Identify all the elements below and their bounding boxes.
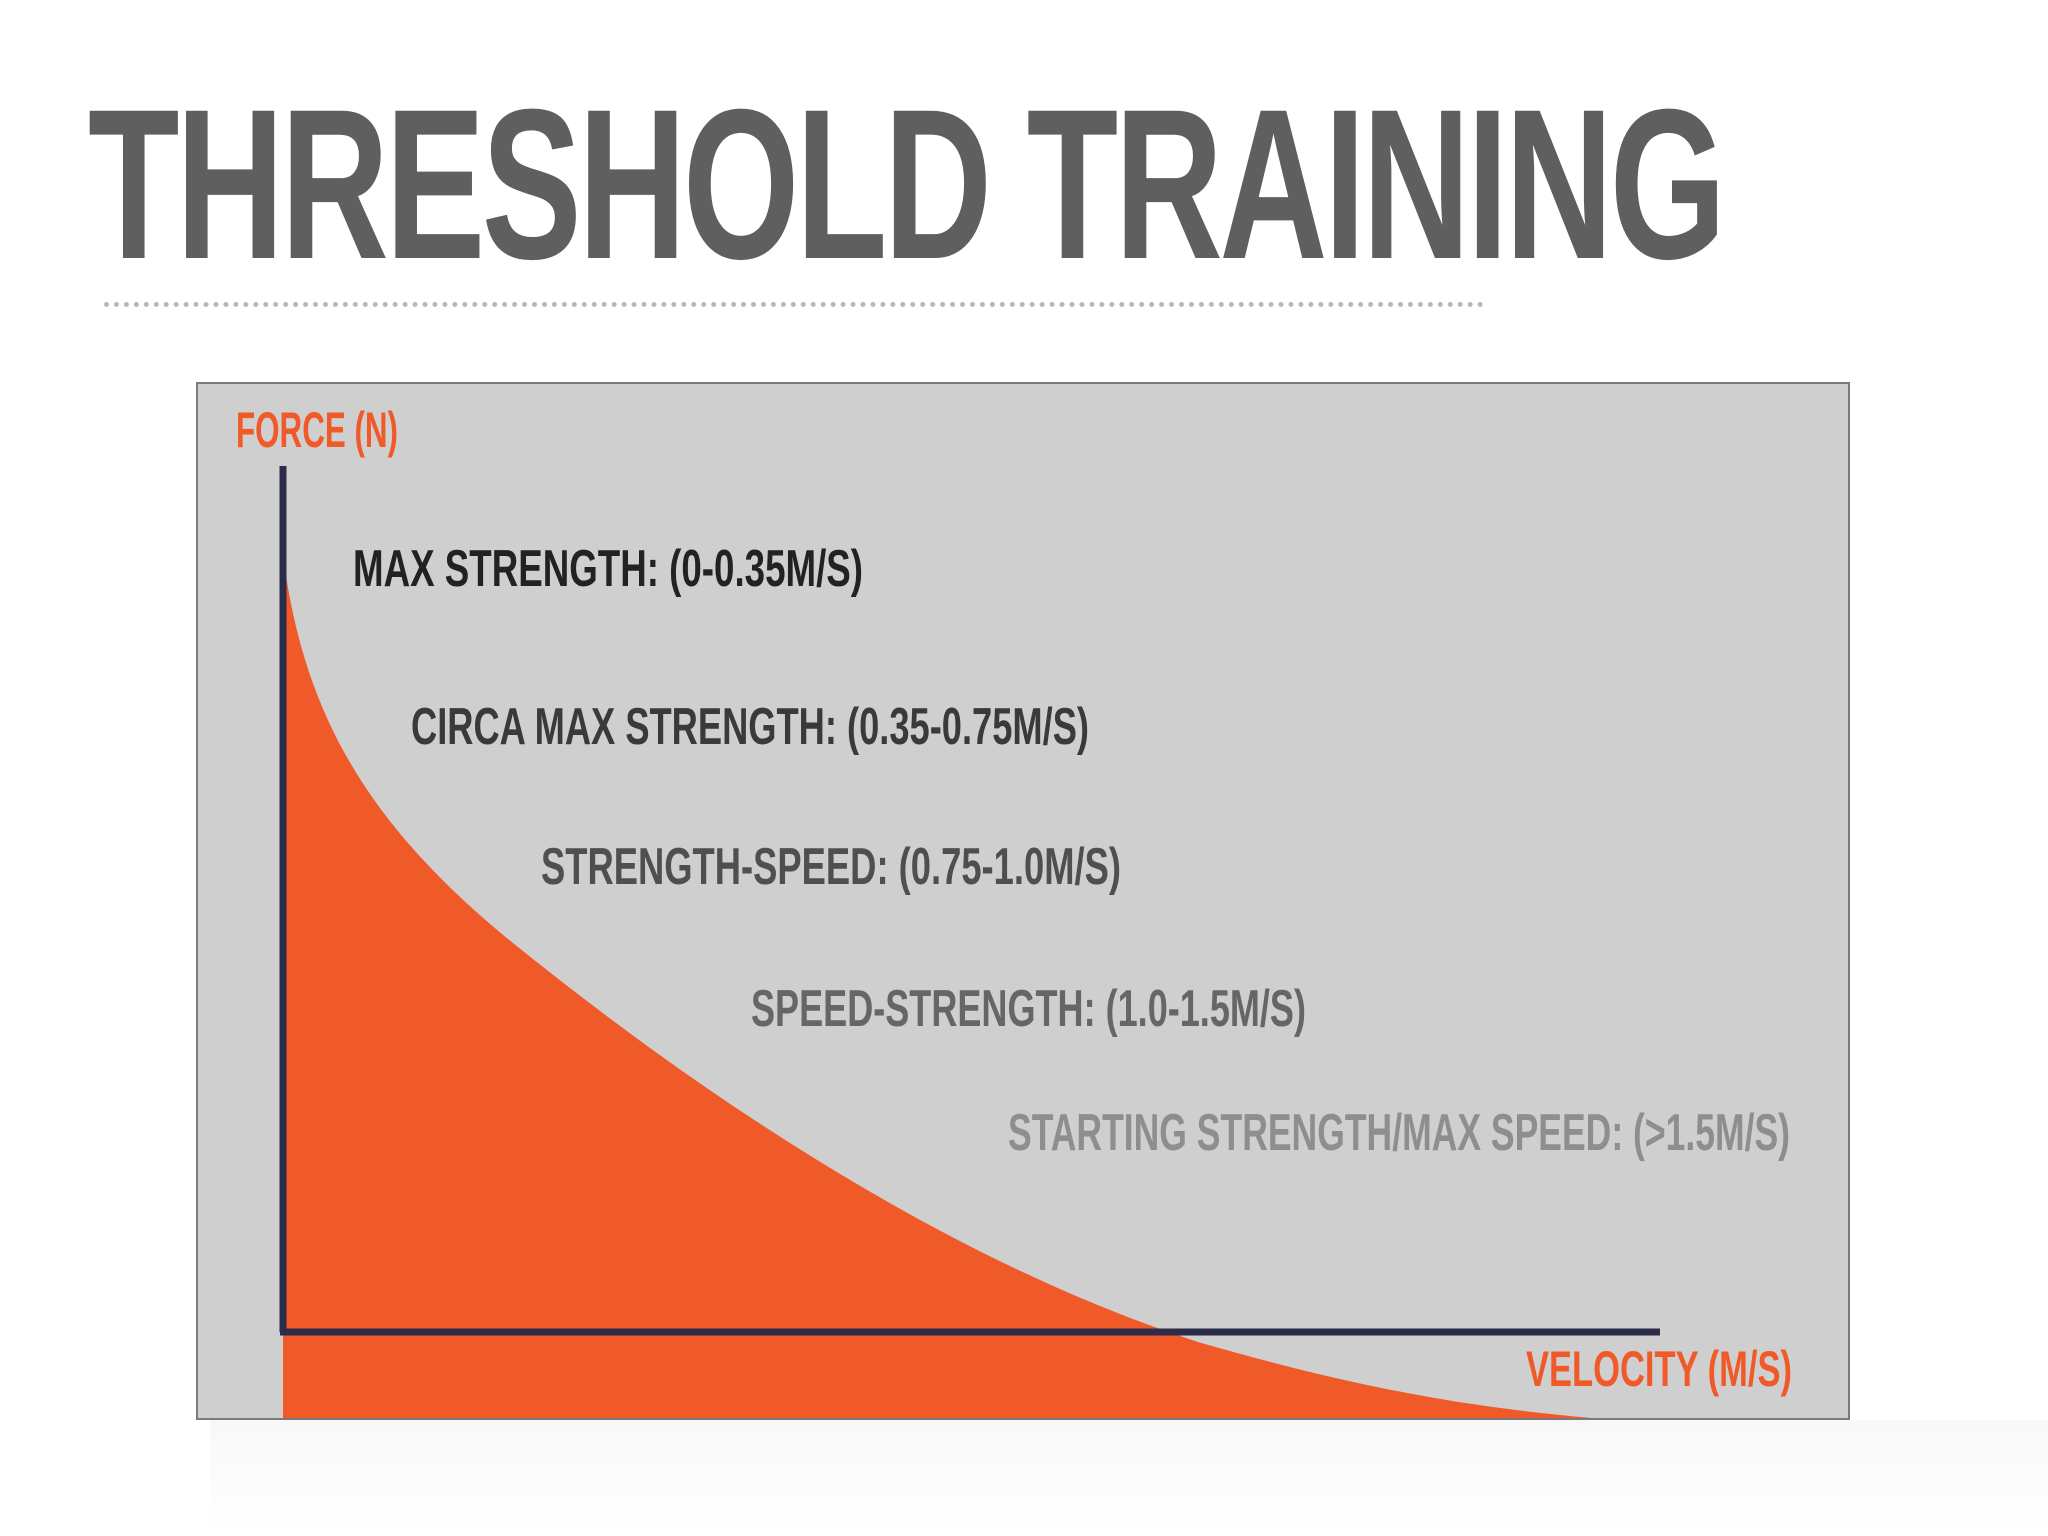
force-velocity-svg: FORCE (N) VELOCITY (M/S) MAX STRENGTH: (…: [236, 402, 1792, 1418]
x-axis-label: VELOCITY (M/S): [1526, 1341, 1792, 1397]
slide-title: THRESHOLD TRAINING: [88, 65, 1726, 304]
zone-label-speed-strength: SPEED-STRENGTH: (1.0-1.5M/S): [751, 980, 1306, 1038]
zone-label-starting-strength-max-speed: STARTING STRENGTH/MAX SPEED: (>1.5M/S): [1008, 1104, 1790, 1162]
title-divider: [104, 302, 1484, 307]
zone-label-circa-max-strength: CIRCA MAX STRENGTH: (0.35-0.75M/S): [411, 698, 1089, 756]
force-velocity-diagram: FORCE (N) VELOCITY (M/S) MAX STRENGTH: (…: [196, 382, 1850, 1420]
zone-label-max-strength: MAX STRENGTH: (0-0.35M/S): [353, 540, 863, 598]
force-velocity-curve-area: [283, 554, 1592, 1418]
zone-label-strength-speed: STRENGTH-SPEED: (0.75-1.0M/S): [541, 838, 1121, 896]
page-shadow: [210, 1420, 2048, 1536]
y-axis-label: FORCE (N): [236, 402, 398, 458]
